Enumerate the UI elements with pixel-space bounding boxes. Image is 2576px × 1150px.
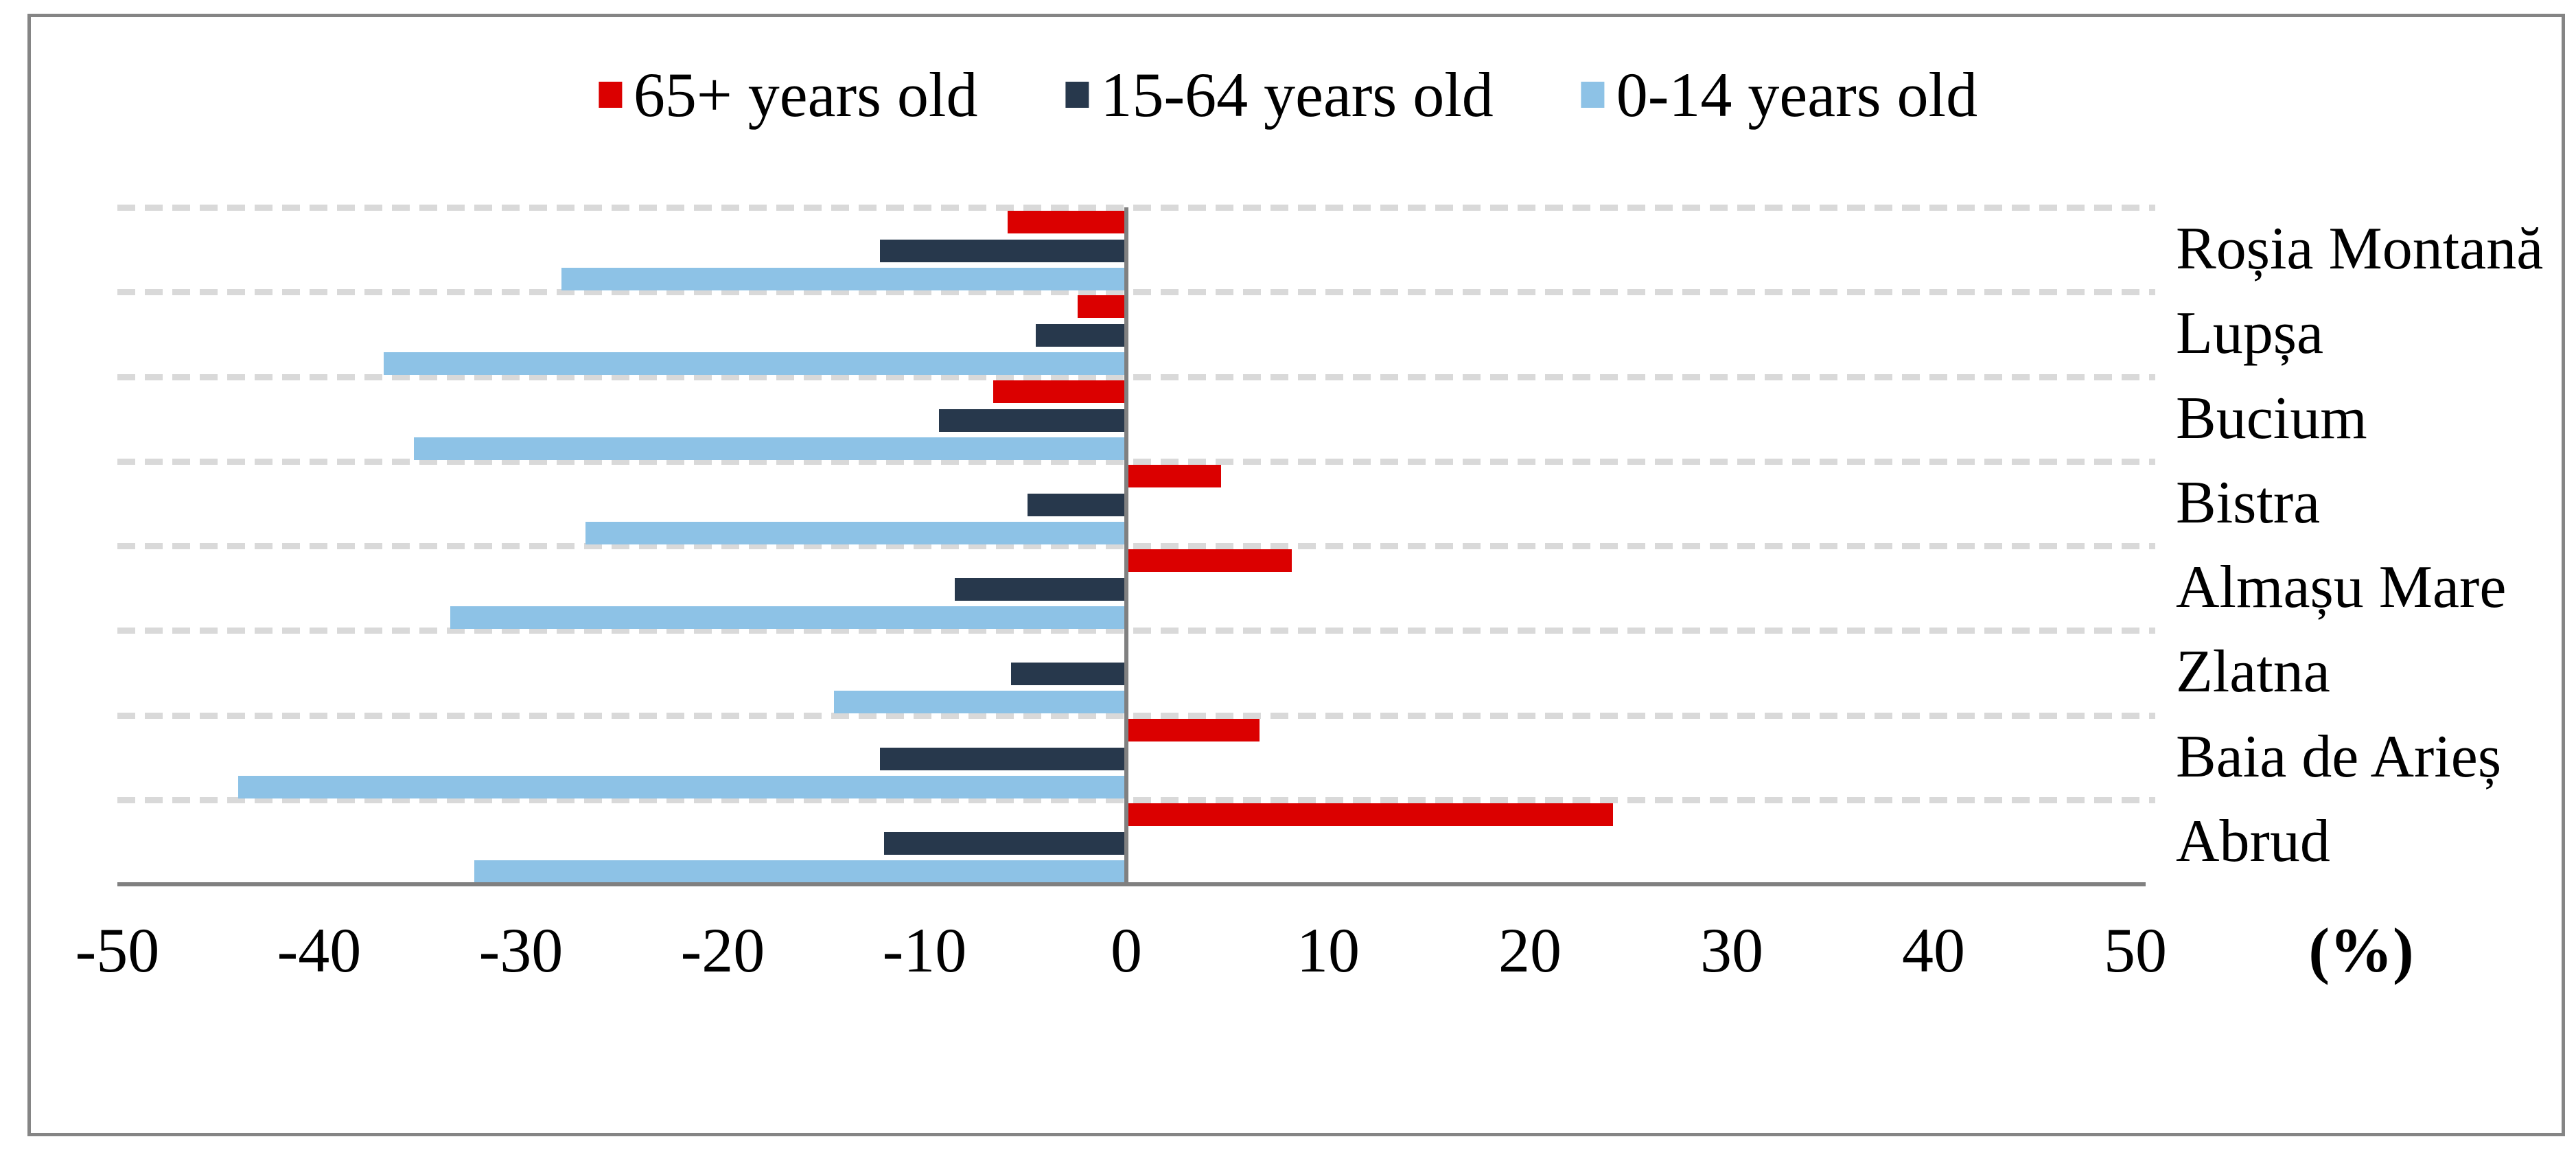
gridline xyxy=(117,796,2155,803)
category-label-abrud: Abrud xyxy=(2176,807,2330,875)
bar-bucium-15-64-years-old xyxy=(938,409,1126,432)
legend-label: 65+ years old xyxy=(633,60,978,130)
legend-item-65-years-old: 65+ years old xyxy=(598,60,978,130)
x-axis-unit-label: (%) xyxy=(2308,915,2414,985)
x-axis-tick-label: 20 xyxy=(1498,915,1562,985)
x-axis-tick-label: 50 xyxy=(2104,915,2167,985)
legend-label: 0-14 years old xyxy=(1616,60,1978,130)
bar-lupsa-0-14-years-old xyxy=(384,352,1126,376)
gridline xyxy=(117,543,2155,549)
gridline xyxy=(117,712,2155,719)
bar-lupsa-15-64-years-old xyxy=(1035,324,1126,347)
x-axis-tick-label: 10 xyxy=(1297,915,1360,985)
x-axis-tick-label: 0 xyxy=(1111,915,1142,985)
bar-bistra-15-64-years-old xyxy=(1027,493,1126,516)
x-axis-tick-label: 40 xyxy=(1902,915,1965,985)
gridline xyxy=(117,373,2155,380)
x-axis-tick-label: -10 xyxy=(882,915,967,985)
bar-baia-de-aries-15-64-years-old xyxy=(880,747,1126,770)
category-label-almasu-mare: Almașu Mare xyxy=(2176,554,2507,621)
legend-swatch-icon xyxy=(1581,82,1605,108)
x-axis-tick-label: -20 xyxy=(680,915,765,985)
bar-baia-de-aries-65-years-old xyxy=(1126,718,1260,741)
gridline xyxy=(117,458,2155,465)
bar-abrud-0-14-years-old xyxy=(474,860,1126,883)
bar-almasu-mare-15-64-years-old xyxy=(955,578,1126,601)
category-label-bistra: Bistra xyxy=(2176,469,2321,536)
gridline xyxy=(117,205,2155,211)
category-label-bucium: Bucium xyxy=(2176,384,2367,452)
category-label-zlatna: Zlatna xyxy=(2176,639,2330,706)
category-label-rosia-montana: Roșia Montană xyxy=(2176,216,2544,282)
bar-abrud-15-64-years-old xyxy=(884,831,1126,855)
figure-border xyxy=(27,14,2565,1136)
bar-almasu-mare-65-years-old xyxy=(1126,549,1292,572)
legend-label: 15-64 years old xyxy=(1100,60,1494,130)
x-axis-tick-label: -30 xyxy=(478,915,564,985)
legend-item-15-64-years-old: 15-64 years old xyxy=(1065,60,1494,130)
bar-abrud-65-years-old xyxy=(1126,803,1613,826)
gridline xyxy=(117,628,2155,634)
chart-legend: 65+ years old 15-64 years old 0-14 years o… xyxy=(598,60,1978,130)
gridline xyxy=(117,289,2155,296)
x-axis-line xyxy=(117,882,2146,886)
legend-swatch-icon xyxy=(1065,82,1089,108)
bar-rosia-montana-0-14-years-old xyxy=(561,268,1126,290)
legend-swatch-icon xyxy=(598,82,622,108)
x-axis-tick-label: 30 xyxy=(1700,915,1763,985)
bar-bucium-0-14-years-old xyxy=(414,437,1126,460)
bar-zlatna-15-64-years-old xyxy=(1011,663,1126,686)
category-label-lupsa: Lupșa xyxy=(2176,300,2324,367)
bar-rosia-montana-65-years-old xyxy=(1007,211,1126,233)
zero-axis-line xyxy=(1124,207,1128,886)
bar-zlatna-0-14-years-old xyxy=(833,691,1126,714)
x-axis-tick-label: -40 xyxy=(277,915,362,985)
legend-item-0-14-years-old: 0-14 years old xyxy=(1581,60,1978,130)
x-axis-tick-label: -50 xyxy=(75,915,160,985)
bar-bistra-65-years-old xyxy=(1126,464,1222,487)
bar-bucium-65-years-old xyxy=(993,380,1126,403)
bar-lupsa-65-years-old xyxy=(1078,295,1126,319)
bar-baia-de-aries-0-14-years-old xyxy=(238,775,1126,798)
bar-almasu-mare-0-14-years-old xyxy=(450,606,1126,629)
category-label-baia-de-aries: Baia de Arieș xyxy=(2176,723,2502,790)
bar-rosia-montana-15-64-years-old xyxy=(880,240,1126,262)
bar-bistra-0-14-years-old xyxy=(585,521,1126,544)
